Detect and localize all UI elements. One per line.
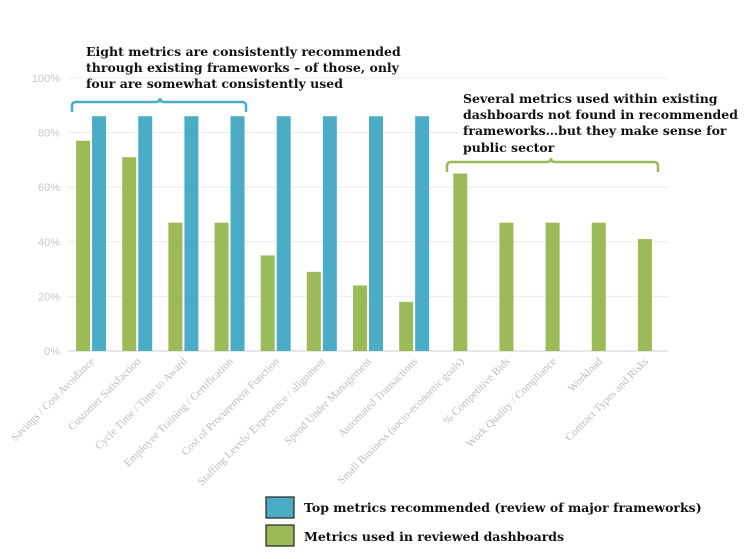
bar-top-recommended bbox=[184, 116, 199, 351]
bar-metrics-used bbox=[637, 239, 652, 351]
x-category-label: Cost of Procurement Function bbox=[179, 355, 282, 458]
y-tick-label: 80% bbox=[38, 128, 60, 140]
legend-swatch-used bbox=[265, 524, 295, 547]
bar-metrics-used bbox=[545, 222, 560, 351]
right-callout-bracket bbox=[445, 157, 660, 172]
y-tick-label: 40% bbox=[38, 237, 60, 249]
right-callout-line-1: Several metrics used within existing bbox=[463, 91, 718, 106]
y-tick-label: 60% bbox=[38, 182, 60, 194]
bar-metrics-used bbox=[499, 222, 514, 351]
bar-metrics-used bbox=[260, 255, 275, 351]
bar-metrics-used bbox=[306, 271, 321, 351]
bar-metrics-used bbox=[591, 222, 606, 351]
bar-metrics-used bbox=[399, 301, 414, 351]
left-callout-line-3: four are somewhat consistently used bbox=[86, 76, 343, 91]
bar-metrics-used bbox=[453, 173, 468, 351]
right-callout-line-4: public sector bbox=[463, 140, 555, 155]
bars bbox=[76, 116, 652, 351]
bar-top-recommended bbox=[138, 116, 153, 351]
legend: Top metrics recommended (review of major… bbox=[265, 496, 702, 547]
bar-metrics-used bbox=[168, 222, 183, 351]
y-tick-label: 0% bbox=[44, 346, 60, 358]
bar-top-recommended bbox=[415, 116, 430, 351]
legend-label-used: Metrics used in reviewed dashboards bbox=[304, 529, 564, 544]
x-category-label: Spend Under Management bbox=[282, 356, 374, 448]
right-callout-line-3: frameworks…but they make sense for bbox=[463, 123, 727, 138]
bar-metrics-used bbox=[214, 222, 229, 351]
bar-top-recommended bbox=[369, 116, 383, 351]
legend-label-recommended: Top metrics recommended (review of major… bbox=[304, 500, 702, 515]
bar-metrics-used bbox=[76, 140, 91, 351]
gridlines bbox=[68, 77, 668, 352]
left-callout-bracket bbox=[70, 97, 248, 112]
y-axis-ticks: 0% 20% 40% 60% 80% 100% bbox=[32, 73, 60, 358]
x-category-label: Automated Transactions bbox=[336, 356, 420, 440]
bar-top-recommended bbox=[230, 116, 245, 351]
bar-top-recommended bbox=[92, 116, 107, 351]
left-callout-line-2: through existing frameworks – of those, … bbox=[86, 60, 400, 75]
x-category-label: Work Quality / Compliance bbox=[464, 356, 559, 451]
left-callout-line-1: Eight metrics are consistently recommend… bbox=[86, 44, 401, 59]
x-category-label: Savings / Cost Avoidance bbox=[9, 356, 97, 444]
right-callout: Several metrics used within existing das… bbox=[445, 91, 738, 172]
legend-swatch-recommended bbox=[265, 496, 295, 519]
y-tick-label: 20% bbox=[38, 291, 60, 303]
bar-metrics-used bbox=[353, 285, 367, 351]
x-category-label: Cycle Time / Time to Award bbox=[93, 355, 190, 452]
bar-top-recommended bbox=[322, 116, 337, 351]
x-category-label: Workload bbox=[566, 355, 605, 394]
bar-top-recommended bbox=[276, 116, 291, 351]
x-category-label: Contract Types and Risks bbox=[563, 356, 651, 444]
right-callout-line-2: dashboards not found in recommended bbox=[463, 107, 738, 122]
y-tick-label: 100% bbox=[32, 73, 60, 85]
left-callout: Eight metrics are consistently recommend… bbox=[70, 44, 401, 112]
bar-metrics-used bbox=[122, 157, 137, 351]
